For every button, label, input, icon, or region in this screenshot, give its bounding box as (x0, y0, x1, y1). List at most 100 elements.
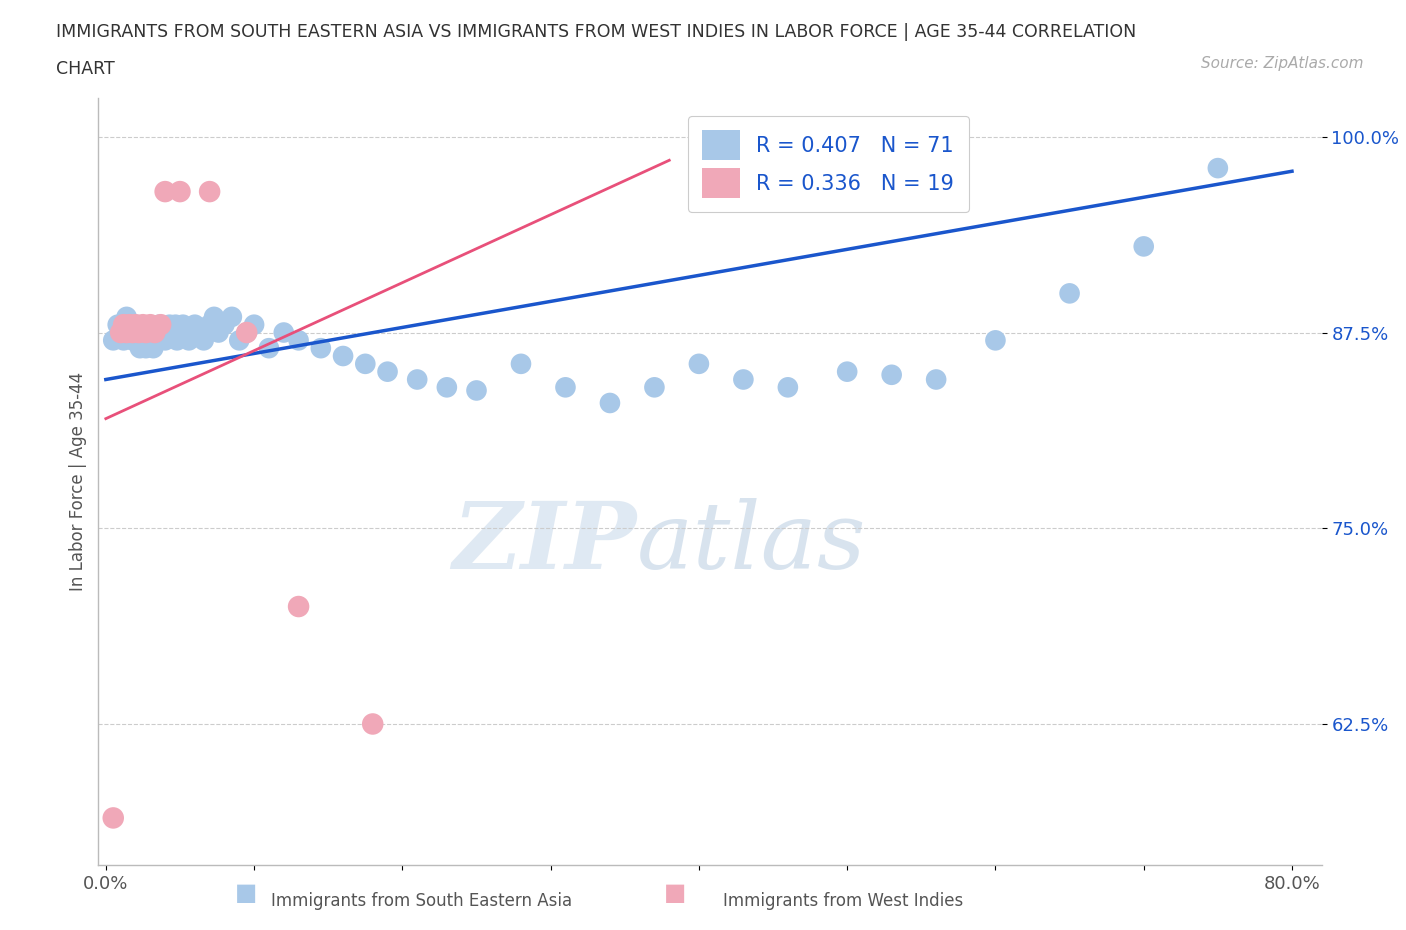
Point (599, 395, 621, 410)
Point (207, 326, 229, 340)
Text: Source: ZipAtlas.com: Source: ZipAtlas.com (1201, 56, 1364, 71)
Text: ■: ■ (664, 881, 686, 905)
Point (134, 326, 156, 340)
Point (184, 317, 207, 332)
Point (159, 317, 181, 332)
Point (131, 326, 153, 340)
Point (465, 383, 488, 398)
Point (688, 356, 710, 371)
Point (125, 326, 148, 340)
Point (139, 317, 162, 332)
Point (354, 356, 377, 371)
Point (127, 333, 149, 348)
Point (122, 326, 145, 340)
Point (153, 333, 176, 348)
Point (103, 333, 125, 348)
Point (837, 365, 859, 379)
Point (124, 317, 146, 332)
Point (235, 326, 257, 340)
Point (984, 333, 1007, 348)
Point (139, 326, 162, 340)
Point (107, 317, 129, 332)
Point (202, 310, 225, 325)
Point (198, 184, 221, 199)
Y-axis label: In Labor Force | Age 35-44: In Labor Force | Age 35-44 (69, 372, 87, 591)
Point (136, 333, 159, 348)
Point (121, 333, 143, 348)
Point (110, 326, 132, 340)
Point (273, 326, 295, 340)
Point (169, 184, 191, 199)
Point (103, 810, 125, 825)
Point (436, 379, 458, 394)
Point (117, 317, 139, 332)
Text: Immigrants from West Indies: Immigrants from West Indies (724, 892, 963, 910)
Point (188, 326, 211, 340)
Point (145, 326, 167, 340)
Text: IMMIGRANTS FROM SOUTH EASTERN ASIA VS IMMIGRANTS FROM WEST INDIES IN LABOR FORCE: IMMIGRANTS FROM SOUTH EASTERN ASIA VS IM… (56, 23, 1136, 41)
Point (143, 326, 166, 340)
Point (146, 333, 169, 348)
Point (287, 333, 309, 348)
Point (406, 372, 429, 387)
Point (235, 326, 257, 340)
Point (166, 333, 188, 348)
Point (193, 333, 215, 348)
Point (129, 340, 152, 355)
Legend: R = 0.407   N = 71, R = 0.336   N = 19: R = 0.407 N = 71, R = 0.336 N = 19 (688, 115, 969, 212)
Point (153, 184, 176, 199)
Point (115, 310, 138, 325)
Point (309, 340, 332, 355)
Point (135, 326, 157, 340)
Point (925, 372, 948, 387)
Point (177, 333, 200, 348)
Point (127, 326, 149, 340)
Point (361, 716, 384, 731)
Point (174, 326, 197, 340)
Point (132, 317, 155, 332)
Point (148, 317, 170, 332)
Point (554, 379, 576, 394)
Point (118, 317, 141, 332)
Point (112, 317, 135, 332)
Point (198, 317, 221, 332)
Point (214, 317, 236, 332)
Point (112, 333, 135, 348)
Point (141, 333, 163, 348)
Text: ZIP: ZIP (453, 498, 637, 588)
Point (776, 379, 799, 394)
Point (124, 317, 146, 332)
Point (110, 326, 132, 340)
Text: atlas: atlas (637, 498, 866, 588)
Point (162, 326, 184, 340)
Text: Immigrants from South Eastern Asia: Immigrants from South Eastern Asia (271, 892, 572, 910)
Point (1059, 286, 1081, 300)
Point (243, 317, 266, 332)
Point (180, 326, 202, 340)
Point (733, 372, 755, 387)
Point (169, 326, 191, 340)
Point (121, 326, 143, 340)
Point (510, 356, 533, 371)
Point (880, 367, 903, 382)
Point (115, 326, 138, 340)
Point (221, 310, 243, 325)
Point (1132, 239, 1154, 254)
Point (135, 340, 157, 355)
Point (257, 340, 280, 355)
Point (120, 326, 142, 340)
Point (332, 349, 354, 364)
Point (165, 317, 187, 332)
Text: CHART: CHART (56, 60, 115, 78)
Point (1206, 161, 1229, 176)
Point (377, 365, 399, 379)
Point (156, 326, 179, 340)
Point (132, 333, 155, 348)
Point (142, 340, 165, 355)
Point (287, 599, 309, 614)
Point (150, 326, 173, 340)
Text: ■: ■ (235, 881, 257, 905)
Point (643, 379, 665, 394)
Point (149, 317, 172, 332)
Point (228, 333, 250, 348)
